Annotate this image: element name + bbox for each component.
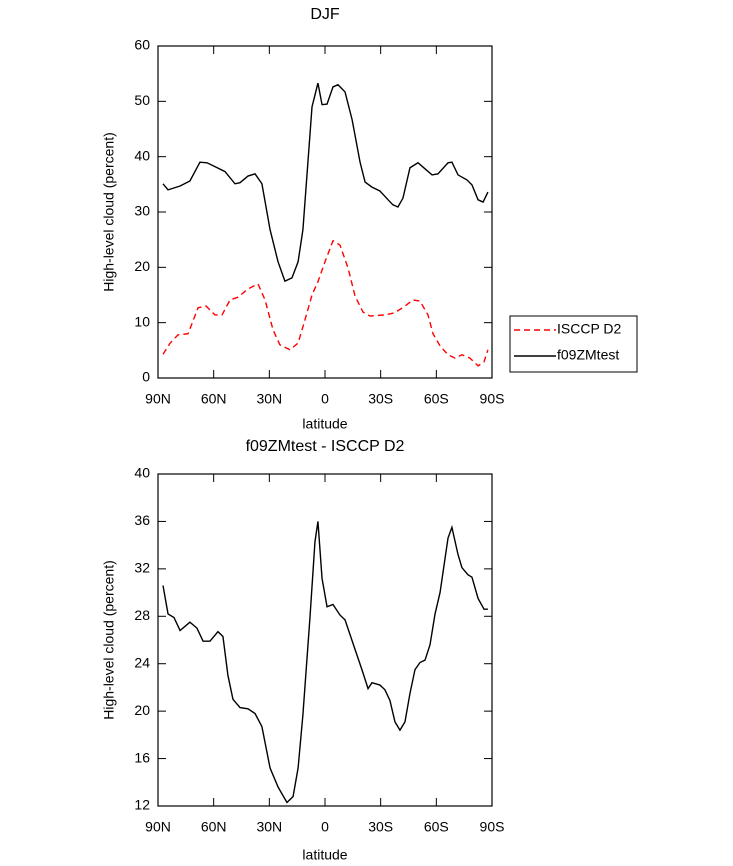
data-line xyxy=(162,239,489,367)
legend-label: ISCCP D2 xyxy=(557,321,622,337)
y-tick-label: 40 xyxy=(134,465,150,481)
chart-title: DJF xyxy=(310,6,340,23)
data-line xyxy=(162,82,489,283)
x-tick-label: 0 xyxy=(321,391,329,407)
y-tick-label: 50 xyxy=(134,92,150,108)
y-tick-label: 28 xyxy=(134,607,150,623)
data-line xyxy=(162,521,488,804)
y-tick-label: 12 xyxy=(134,797,150,813)
legend-box xyxy=(509,315,638,373)
x-tick-label: 0 xyxy=(321,819,329,835)
y-tick-label: 0 xyxy=(142,369,150,385)
x-tick-label: 60N xyxy=(201,391,227,407)
y-tick-label: 20 xyxy=(134,702,150,718)
y-axis-label: High-level cloud (percent) xyxy=(101,132,117,292)
x-tick-label: 30S xyxy=(368,391,393,407)
y-tick-label: 40 xyxy=(134,147,150,163)
y-tick-label: 16 xyxy=(134,749,150,765)
y-tick-label: 24 xyxy=(134,654,150,670)
x-tick-label: 30N xyxy=(256,391,282,407)
x-tick-label: 90S xyxy=(480,819,505,835)
x-tick-label: 90N xyxy=(145,391,171,407)
x-axis-label: latitude xyxy=(302,847,347,863)
y-tick-label: 30 xyxy=(134,203,150,219)
x-tick-label: 30N xyxy=(256,819,282,835)
x-axis-label: latitude xyxy=(302,416,347,432)
y-tick-label: 60 xyxy=(134,37,150,53)
plot-frame xyxy=(157,473,493,807)
y-tick-label: 32 xyxy=(134,560,150,576)
x-tick-label: 30S xyxy=(368,819,393,835)
x-tick-label: 90N xyxy=(145,819,171,835)
chart-title: f09ZMtest - ISCCP D2 xyxy=(246,438,405,455)
legend-label: f09ZMtest xyxy=(557,347,619,363)
plot-frame xyxy=(157,45,493,379)
x-tick-label: 90S xyxy=(480,391,505,407)
y-tick-label: 10 xyxy=(134,313,150,329)
x-tick-label: 60S xyxy=(424,391,449,407)
x-tick-label: 60N xyxy=(201,819,227,835)
y-tick-label: 36 xyxy=(134,512,150,528)
y-axis-label: High-level cloud (percent) xyxy=(101,560,117,720)
x-tick-label: 60S xyxy=(424,819,449,835)
y-tick-label: 20 xyxy=(134,258,150,274)
